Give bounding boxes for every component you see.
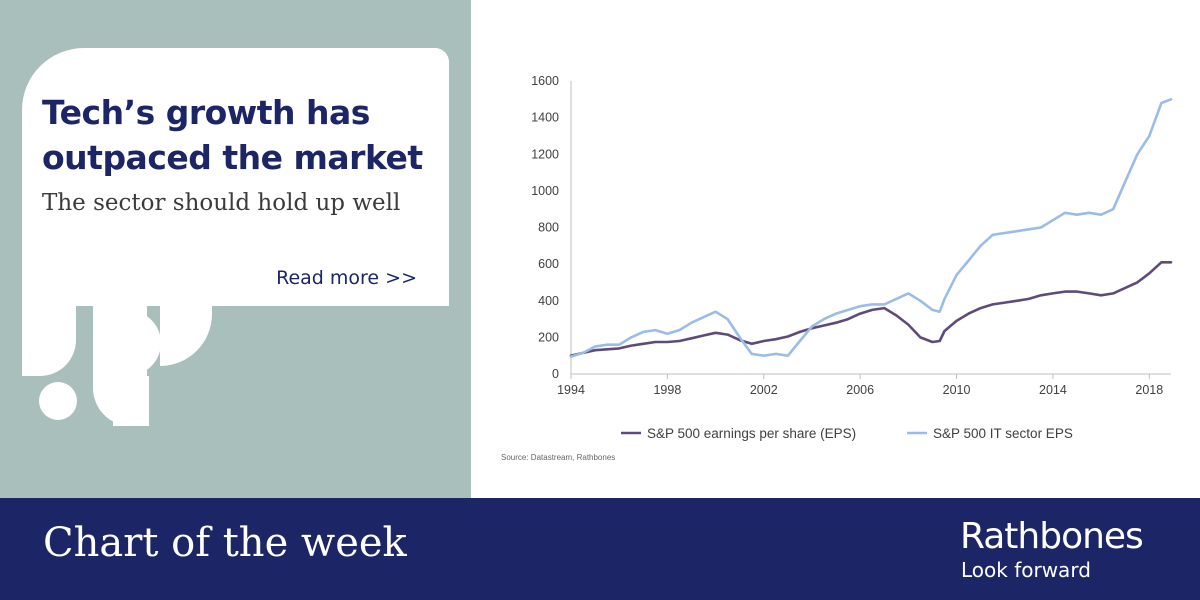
x-tick-label: 2018 (1135, 383, 1163, 397)
y-tick-label: 200 (538, 330, 559, 344)
x-tick-label: 2010 (943, 383, 971, 397)
card-subtitle: The sector should hold up well (42, 190, 401, 216)
deco-shape-ring (93, 310, 161, 376)
chart-source-note: Source: Datastream, Rathbones (501, 453, 615, 462)
y-tick-label: 1600 (531, 74, 559, 88)
y-tick-label: 0 (552, 367, 559, 381)
x-tick-label: 2006 (846, 383, 874, 397)
y-tick-label: 800 (538, 221, 559, 235)
brand-tagline: Look forward (961, 558, 1091, 582)
x-tick-label: 1998 (653, 383, 681, 397)
deco-shape-top-left (22, 306, 76, 376)
y-tick-label: 1000 (531, 184, 559, 198)
deco-shape-half-circle (160, 306, 212, 366)
series-line-1 (569, 261, 1173, 357)
teaser-panel: Tech’s growth has outpaced the market Th… (0, 0, 471, 498)
y-tick-label: 1400 (531, 111, 559, 125)
read-more-link[interactable]: Read more >> (276, 267, 417, 289)
speech-bubble-card: Tech’s growth has outpaced the market Th… (22, 48, 449, 306)
brand-logo: Rathbones (960, 516, 1144, 557)
chart-svg: 0 200 400 600 800 1000 1200 1400 1600 1994 1998 200… (501, 74, 1173, 462)
eps-line-chart: 0 200 400 600 800 1000 1200 1400 1600 1994 1998 200… (471, 0, 1200, 498)
y-tick-label: 1200 (531, 147, 559, 161)
series-line-2 (569, 98, 1173, 358)
legend-label-2: S&P 500 IT sector EPS (933, 426, 1073, 441)
x-tick-label: 2014 (1039, 383, 1067, 397)
x-tick-label: 2002 (750, 383, 778, 397)
deco-shape-lower-block (113, 376, 149, 426)
y-tick-label: 400 (538, 294, 559, 308)
footer-banner: Chart of the week Rathbones Look forward (0, 498, 1200, 600)
x-tick-label: 1994 (557, 383, 585, 397)
y-tick-label: 600 (538, 257, 559, 271)
deco-shape-dot (39, 382, 77, 420)
card-title: Tech’s growth has outpaced the market (42, 93, 423, 177)
footer-title: Chart of the week (43, 520, 407, 566)
legend-label-1: S&P 500 earnings per share (EPS) (647, 426, 856, 441)
